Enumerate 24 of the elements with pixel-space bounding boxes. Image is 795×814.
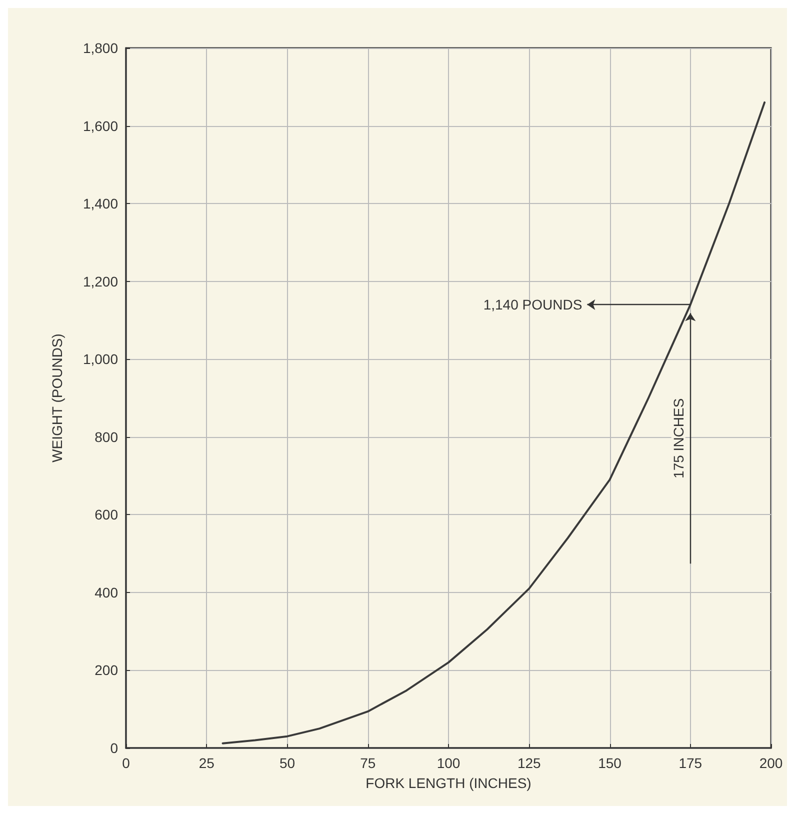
y-tick-label: 1,800 <box>82 40 118 56</box>
x-tick-label: 50 <box>279 755 296 771</box>
y-tick-label: 1,200 <box>82 273 118 290</box>
line-series <box>222 101 766 744</box>
y-tick-label: 200 <box>94 662 118 678</box>
y-tick-label: 1,400 <box>82 196 118 212</box>
annotation: 1,140 POUNDS <box>483 296 582 313</box>
y-axis-title: WEIGHT (POUNDS) <box>49 334 65 462</box>
y-tick-label: 600 <box>94 506 118 523</box>
y-tick-label: 800 <box>94 428 118 445</box>
x-tick-label: 75 <box>360 755 376 771</box>
x-tick-label: 125 <box>517 755 542 771</box>
annotation: 175 INCHES <box>670 398 686 478</box>
x-tick-label: 175 <box>678 755 702 771</box>
y-tick-label: 400 <box>94 584 118 600</box>
y-tick-label: 1,600 <box>82 118 118 134</box>
x-tick-label: 25 <box>198 755 215 771</box>
x-tick-label: 150 <box>598 755 622 771</box>
x-tick-label: 200 <box>759 755 783 771</box>
y-tick-label: 0 <box>110 740 118 756</box>
y-tick-label: 1,000 <box>82 351 118 368</box>
x-tick-label: 100 <box>436 755 460 771</box>
x-axis-title: FORK LENGTH (INCHES) <box>366 775 532 791</box>
x-tick-label: 0 <box>122 755 130 771</box>
